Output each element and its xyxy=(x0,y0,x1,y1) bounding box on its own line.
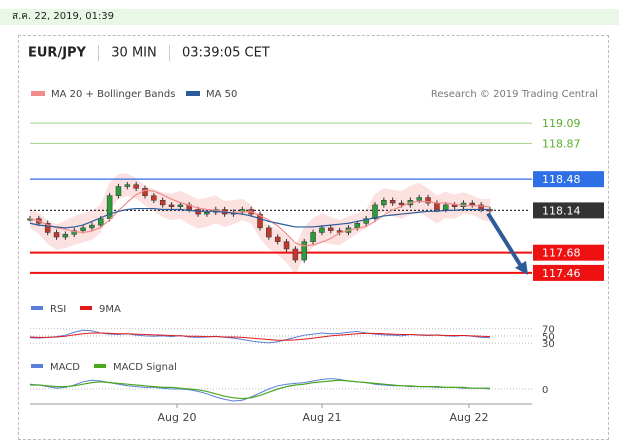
ma20-line xyxy=(29,189,491,247)
level-label-119.09: 119.09 xyxy=(542,117,581,130)
ma20-legend-label: MA 20 + Bollinger Bands xyxy=(51,89,175,100)
candle-body xyxy=(283,241,290,250)
candle-body xyxy=(398,202,405,206)
macd-signal-line xyxy=(30,379,490,400)
candle-body xyxy=(266,227,272,238)
ma9-legend-swatch xyxy=(80,306,92,310)
macd-panel: MACD MACD Signal 0 xyxy=(29,362,548,402)
time-label: 03:39:05 CET xyxy=(182,45,270,61)
candle-body xyxy=(354,223,361,229)
ma50-legend-swatch xyxy=(186,91,200,96)
level-label-118.48: 118.48 xyxy=(542,173,581,186)
title-separator xyxy=(168,45,170,61)
title-separator xyxy=(98,45,100,61)
candle-body xyxy=(133,184,139,189)
rsi-level-label-50: 50 xyxy=(542,332,555,343)
rsi-level-label-70: 70 xyxy=(542,325,555,336)
candle-body xyxy=(115,186,122,196)
rsi-legend-swatch xyxy=(31,306,43,310)
pair-label: EUR/JPY xyxy=(28,45,86,61)
macd-legend-label: MACD xyxy=(50,362,80,373)
candle-body xyxy=(71,230,77,235)
candle-body xyxy=(124,184,131,187)
time-tick-label: Aug 21 xyxy=(303,411,342,424)
macd-legend-swatch xyxy=(31,364,43,368)
candle-body xyxy=(53,232,60,238)
forecast-arrow-shaft xyxy=(486,212,526,272)
level-tag-117.46 xyxy=(533,264,604,281)
level-tag-118.14 xyxy=(533,202,604,219)
candle-body xyxy=(159,200,166,206)
candle-body xyxy=(168,204,175,207)
candle-body xyxy=(44,223,51,233)
level-label-117.68: 117.68 xyxy=(542,247,581,260)
candle-body xyxy=(381,200,387,206)
candle-body xyxy=(292,248,299,261)
ma50-line xyxy=(29,207,490,229)
candle-body xyxy=(257,213,263,229)
candle-body xyxy=(98,218,104,226)
candle-body xyxy=(239,209,246,213)
candle-body xyxy=(328,227,334,231)
ma20-legend-swatch xyxy=(31,91,45,96)
macd-signal-legend-label: MACD Signal xyxy=(113,362,177,373)
ma50-legend-label: MA 50 xyxy=(206,89,237,100)
candle-body xyxy=(372,204,378,219)
date-time: ส.ค. 22, 2019, 01:39 xyxy=(12,11,115,22)
candle-body xyxy=(274,236,281,242)
time-tick-label: Aug 22 xyxy=(450,411,489,424)
candle-body xyxy=(177,204,184,207)
candle-body xyxy=(89,224,95,229)
candle-body xyxy=(62,234,69,238)
price-panel: 119.09 118.87 118.48 118.14 117.68 117.46 xyxy=(27,117,604,281)
candle-body xyxy=(142,188,148,196)
research-credit: Research © 2019 Trading Central xyxy=(431,89,598,100)
candle-body xyxy=(106,195,113,219)
forecast-arrow-head xyxy=(515,260,528,275)
macd-signal-legend-swatch xyxy=(94,364,106,368)
candle-body xyxy=(204,211,210,215)
candle-body xyxy=(443,204,449,210)
timeframe-label: 30 MIN xyxy=(111,45,157,61)
candle-body xyxy=(80,227,86,231)
rsi-ma9-line xyxy=(29,332,491,341)
level-label-117.46: 117.46 xyxy=(542,267,581,280)
candle-body xyxy=(416,197,422,201)
rsi-line xyxy=(29,329,491,344)
candle-body xyxy=(425,197,431,204)
level-label-118.14: 118.14 xyxy=(542,204,581,217)
rsi-legend-label: RSI xyxy=(50,304,66,315)
level-tag-117.68 xyxy=(533,244,604,261)
level-label-118.87: 118.87 xyxy=(542,137,581,150)
candle-body xyxy=(363,218,369,224)
candle-body xyxy=(434,202,440,210)
candle-body xyxy=(301,241,307,261)
rsi-level-label-30: 30 xyxy=(542,339,555,350)
date-time-bar: ส.ค. 22, 2019, 01:39 xyxy=(0,9,619,25)
candle-body xyxy=(310,232,316,242)
level-tag-118.48 xyxy=(533,171,604,188)
candle-body xyxy=(451,204,458,207)
time-tick-label: Aug 20 xyxy=(158,411,197,424)
candle-body xyxy=(151,195,157,201)
macd-zero-label: 0 xyxy=(542,385,548,396)
candle-body xyxy=(469,202,476,206)
candle-body xyxy=(319,227,325,233)
candle-body xyxy=(389,200,396,204)
chart-title: EUR/JPY 30 MIN 03:39:05 CET xyxy=(28,45,270,65)
chart-frame xyxy=(18,35,609,440)
ma9-legend-label: 9MA xyxy=(99,304,121,315)
time-axis: Aug 20 Aug 21 Aug 22 xyxy=(30,403,532,424)
